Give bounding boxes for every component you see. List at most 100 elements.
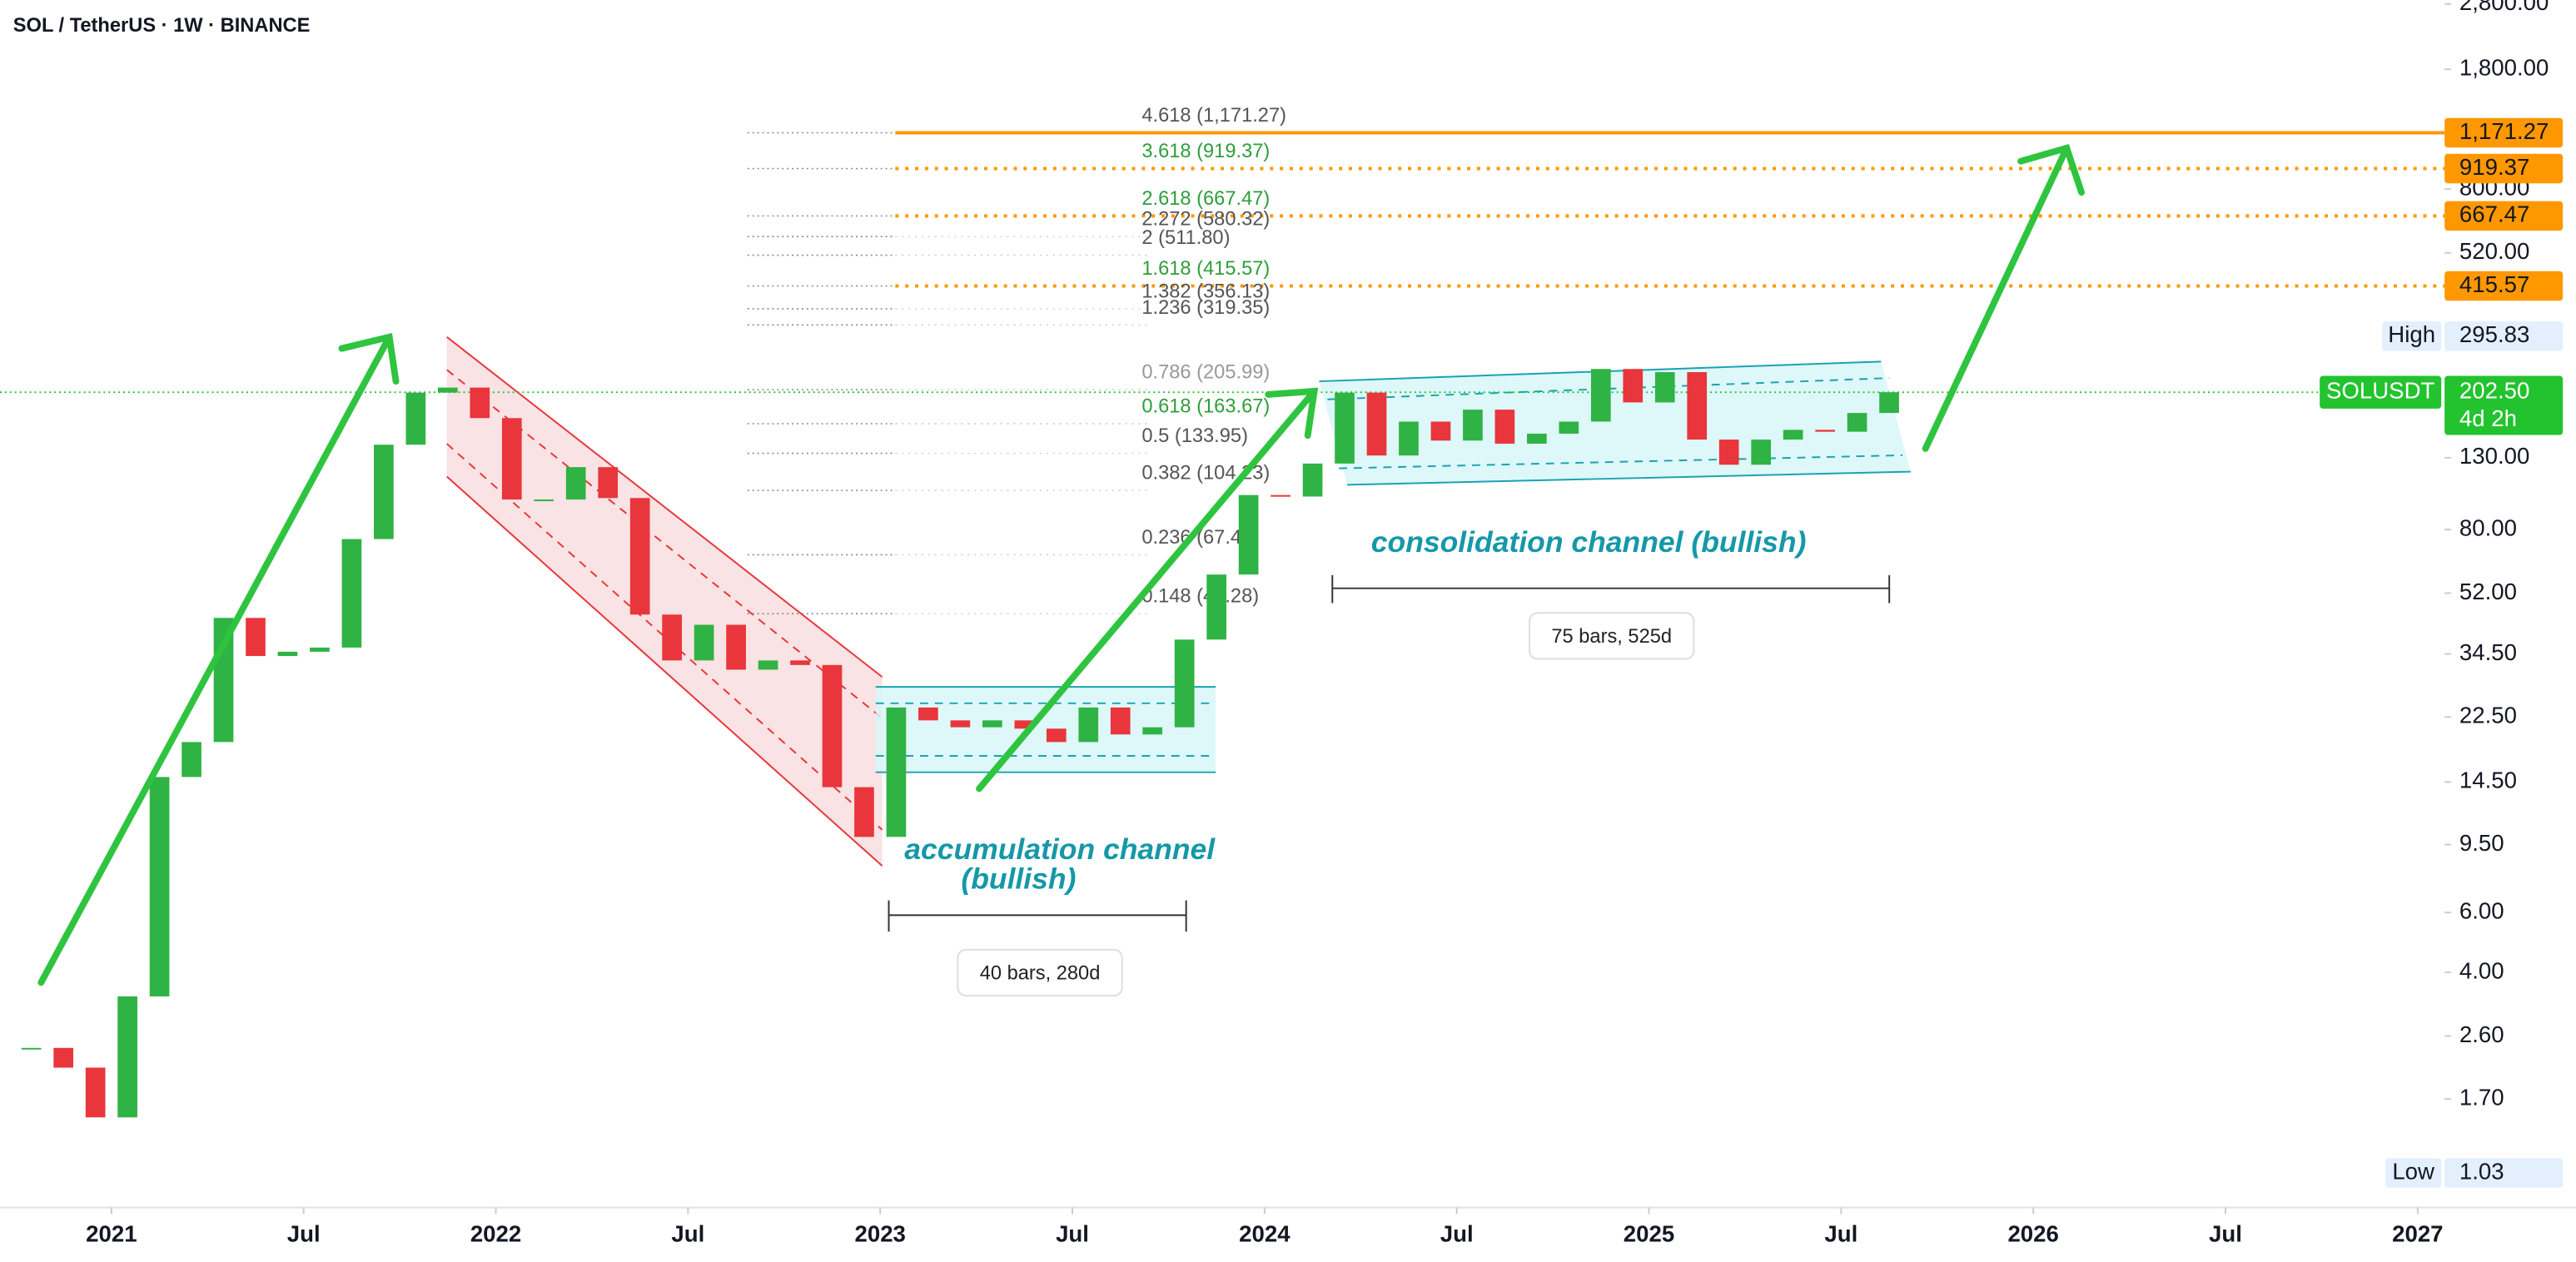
channel-line (1347, 470, 1911, 486)
arrow-head (2017, 144, 2086, 196)
y-tick-label: 52.00 (2459, 579, 2517, 604)
candle-body (277, 651, 298, 657)
plot: 4.618 (1,171.27) 3.618 (919.37) 2.618 (667… (0, 105, 2445, 1118)
annotation: consolidation channel (bullish) (1371, 525, 1807, 559)
y-tick-label: 2,800.00 (2459, 0, 2549, 15)
price-tag (2444, 153, 2564, 184)
candle-body (1879, 392, 1899, 414)
arrows (37, 144, 2086, 986)
x-tick-label: 2025 (1624, 1220, 1674, 1246)
channel-line (446, 336, 883, 678)
fib-label: 1.236 (319.35) (1141, 297, 1270, 319)
candle-body (1366, 392, 1387, 456)
y-tick-label: 14.50 (2459, 768, 2517, 793)
candle-body (1078, 707, 1099, 743)
low-tag (2444, 1158, 2564, 1188)
y-tick-label: 1.70 (2459, 1084, 2504, 1110)
accumulation-channel (875, 687, 1216, 773)
candle-body (1206, 574, 1226, 640)
candle-body (758, 660, 778, 670)
y-tick-label: 6.00 (2459, 897, 2504, 923)
fib-label: 1.618 (415.57) (1141, 258, 1270, 280)
candle-body (565, 467, 586, 500)
range-box (1529, 612, 1695, 660)
candle-body (1751, 440, 1772, 465)
arrow-head (1265, 387, 1319, 440)
symbol-label: SOLUSDT (2326, 377, 2435, 403)
price-tag-label: 1,171.27 (2459, 118, 2549, 144)
candle-body (1847, 413, 1867, 432)
y-tick-label: 80.00 (2459, 514, 2517, 540)
candle-body (1271, 494, 1290, 497)
candle-body (182, 742, 201, 778)
x-tick-label: Jul (287, 1220, 321, 1246)
high-tag (2444, 321, 2564, 351)
fib-label: 1.382 (356.13) (1141, 281, 1270, 302)
candle-body (1110, 707, 1131, 735)
candle-body (85, 1067, 106, 1118)
candle-body (1494, 410, 1515, 444)
candle-body (629, 498, 650, 615)
x-tick-label: 2022 (470, 1220, 521, 1246)
y-tick-label: 9.50 (2459, 830, 2504, 856)
candle-body (1783, 430, 1803, 440)
price-tag-label: 667.47 (2459, 201, 2529, 227)
price-tag-label: 415.57 (2459, 271, 2529, 297)
high-value: 295.83 (2459, 321, 2529, 347)
x-tick-label: 2021 (86, 1220, 137, 1246)
price-tag (2444, 117, 2564, 148)
chart-title: SOL / TetherUS · 1W · BINANCE (13, 15, 311, 37)
candle-body (886, 707, 907, 837)
y-tick-label: 520.00 (2459, 238, 2529, 264)
range-measures (888, 574, 1891, 932)
candle-body (918, 707, 938, 721)
candle-body (822, 664, 843, 788)
fib-label: 2 (511.80) (1141, 227, 1230, 249)
candle-body (1046, 728, 1067, 743)
last-tag (2444, 375, 2564, 435)
candle-body (1527, 433, 1547, 444)
arrow-head (338, 332, 400, 385)
channel-line (1339, 454, 1903, 470)
y-tick-label: 22.50 (2459, 703, 2517, 728)
fib-label: 2.618 (667.47) (1141, 188, 1270, 210)
candle-body (1718, 440, 1739, 465)
candle-body (1590, 369, 1611, 422)
fib-label: 0.5 (133.95) (1141, 425, 1248, 447)
candle-body (1238, 494, 1259, 575)
fib-label: 4.618 (1,171.27) (1141, 105, 1286, 127)
candle-body (1335, 392, 1355, 464)
y-tick-label: 130.00 (2459, 443, 2529, 469)
candle-body (726, 624, 746, 670)
channel-line (446, 475, 883, 867)
high-label-box (2382, 321, 2442, 351)
y-tick-label: 34.50 (2459, 639, 2517, 665)
last-value: 202.50 (2459, 377, 2529, 403)
price-tag (2444, 201, 2564, 231)
x-tick-label: Jul (1824, 1220, 1857, 1246)
arrow (37, 333, 393, 986)
y-tick-label: 1,800.00 (2459, 54, 2549, 80)
candle-body (310, 647, 330, 652)
y-tick-label: 2.60 (2459, 1021, 2504, 1047)
price-tag (2444, 271, 2564, 301)
candle-body (1623, 369, 1644, 403)
candle-body (1430, 421, 1451, 441)
fib-label: 2.272 (580.32) (1141, 209, 1270, 231)
candle-body (1399, 421, 1419, 456)
symbol-box (2320, 375, 2442, 409)
x-tick-label: Jul (671, 1220, 704, 1246)
candle-body (1014, 720, 1035, 729)
x-tick-label: 2027 (2392, 1220, 2443, 1246)
candle-body (21, 1047, 42, 1050)
candle-body (117, 996, 137, 1118)
candle-body (246, 618, 266, 657)
axes: 2,800.001,800.00800.00520.00130.0080.005… (86, 0, 2564, 1246)
candle-body (1142, 727, 1163, 735)
range-box (957, 948, 1123, 997)
candle-body (470, 387, 490, 419)
low-label-box (2385, 1158, 2442, 1188)
